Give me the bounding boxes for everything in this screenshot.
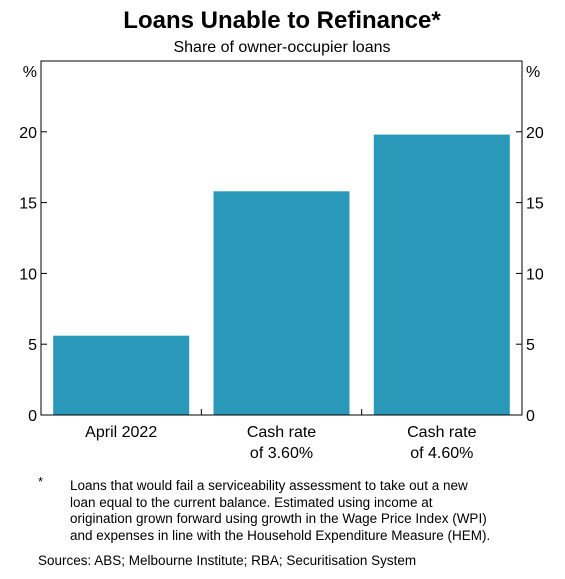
footnote-line: and expenses in line with the Household … (70, 527, 491, 543)
sources-text: Sources: ABS; Melbourne Institute; RBA; … (38, 553, 417, 568)
y-tick-label-left: 5 (28, 337, 37, 354)
x-category-label: of 3.60% (250, 445, 313, 462)
footnote-line: origination grown forward using growth i… (70, 511, 487, 526)
footnote-marker: * (38, 474, 44, 489)
y-unit-left: % (23, 64, 37, 81)
x-category-label: Cash rate (247, 424, 316, 441)
y-tick-label-left: 15 (19, 196, 37, 213)
bar-1 (53, 335, 190, 415)
y-tick-label-left: 0 (28, 408, 37, 425)
y-tick-label-right: 0 (526, 408, 535, 425)
x-category-label: Cash rate (407, 424, 476, 441)
plot-area: 0 0 5 5 10 10 15 15 20 20% % April 2022 Cash rate of … (19, 60, 544, 462)
bar-2 (213, 191, 350, 415)
chart-title: Loans Unable to Refinance* (123, 7, 441, 34)
footnote-text: Loans that would fail a serviceability a… (70, 478, 540, 544)
y-tick-label-right: 15 (526, 196, 544, 213)
chart-subtitle: Share of owner-occupier loans (173, 39, 390, 56)
x-category-label: of 4.60% (410, 445, 473, 462)
footnote-line: Loans that would fail a serviceability a… (70, 478, 468, 493)
plot-frame (40, 60, 523, 416)
bar-3 (373, 134, 510, 415)
footnote-line: loan equal to the current balance. Estim… (70, 494, 433, 510)
y-tick-label-left: 10 (19, 266, 37, 283)
y-unit-right: % (526, 64, 540, 81)
y-tick-label-left: 20 (19, 125, 37, 142)
y-tick-label-right: 10 (526, 266, 544, 283)
x-category-label: April 2022 (85, 424, 157, 441)
y-tick-label-right: 5 (526, 337, 535, 354)
y-tick-label-right: 20 (526, 125, 544, 142)
